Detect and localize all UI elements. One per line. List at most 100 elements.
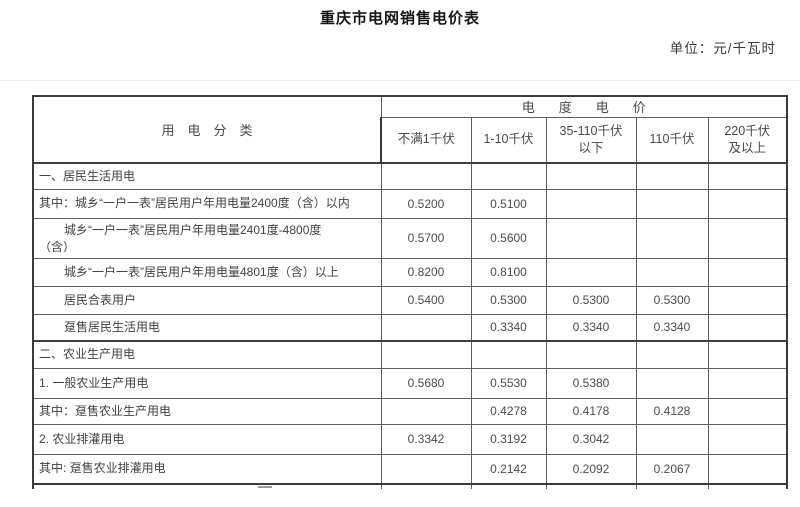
price-cell: 0.3342	[380, 423, 472, 455]
row-label: 其中：城乡“一户一表”居民用户年用电量2400度（含）以内	[39, 196, 350, 211]
price-cell: 0.3340	[635, 313, 709, 342]
table-row-section-residential: 一、居民生活用电	[32, 162, 788, 190]
price-cell	[707, 367, 788, 399]
table-row: 居民合表用户 0.5400 0.5300 0.5300 0.5300	[32, 285, 788, 315]
price-cell: 0.2067	[635, 453, 709, 485]
price-cell	[635, 257, 709, 287]
header-row-columns: 不满1千伏 1-10千伏 35-110千伏 以下 110千伏 220千伏 及以上	[33, 116, 788, 164]
price-cell: 0.5300	[470, 285, 547, 315]
partial-cell	[635, 483, 709, 489]
price-cell: 0.5400	[380, 285, 472, 315]
price-cell	[635, 217, 709, 259]
group-header: 电度电价	[380, 95, 788, 118]
header-row-group: 用电分类 电度电价	[32, 95, 788, 164]
price-cell	[635, 340, 709, 369]
column-header-line: 不满1千伏	[397, 132, 455, 147]
table-row: 其中：趸售农业生产用电 0.4278 0.4178 0.4128	[32, 397, 788, 425]
row-label-cell: 二、农业生产用电	[32, 340, 382, 369]
price-cell	[380, 453, 472, 485]
row-label: 城乡“一户一表”居民用户年用电量2401度-4800度	[64, 222, 322, 237]
row-label-cell: 趸售居民生活用电	[32, 313, 382, 342]
price-cell: 0.5300	[545, 285, 637, 315]
row-label: 其中：趸售农业生产用电	[39, 403, 172, 418]
column-header: 220千伏 及以上	[707, 116, 788, 164]
column-header: 不满1千伏	[380, 116, 472, 164]
price-cell	[545, 188, 637, 219]
row-label: 城乡“一户一表”居民用户年用电量4801度（含）以上	[64, 264, 339, 279]
table-row-section-agriculture: 二、农业生产用电	[32, 340, 788, 369]
row-label-cell: 一、居民生活用电	[32, 162, 382, 190]
row-label-line2: （含）	[39, 239, 76, 254]
price-table: 用电分类 电度电价 不满1千伏 1-10千伏 35-110千伏 以下 110千伏…	[32, 95, 788, 489]
price-cell	[707, 453, 788, 485]
row-label-cell: 居民合表用户	[32, 285, 382, 315]
price-cell: 0.5700	[380, 217, 472, 259]
price-cell	[635, 423, 709, 455]
price-cell	[635, 162, 709, 190]
column-header-line: 及以上	[728, 140, 766, 155]
page-title: 重庆市电网销售电价表	[319, 10, 480, 27]
column-header-line: 以下	[578, 140, 604, 155]
column-header-line: 110千伏	[649, 132, 695, 147]
price-cell: 0.4128	[635, 397, 709, 425]
price-cell	[380, 313, 472, 342]
table-row: 城乡“一户一表”居民用户年用电量2401度-4800度 （含） 0.5700 0.…	[32, 217, 788, 259]
price-cell: 0.8200	[380, 257, 472, 287]
table-row: 其中：城乡“一户一表”居民用户年用电量2400度（含）以内 0.5200 0.5…	[32, 188, 788, 219]
row-label-cell: 城乡“一户一表”居民用户年用电量2401度-4800度 （含）	[32, 217, 382, 259]
price-cell	[707, 257, 788, 287]
price-cell	[470, 162, 547, 190]
price-cell	[380, 340, 472, 369]
row-label: 二、农业生产用电	[39, 347, 136, 362]
column-header: 1-10千伏	[470, 116, 547, 164]
divider-line	[0, 80, 800, 81]
table-row: 2. 农业排灌用电 0.3342 0.3192 0.3042	[32, 423, 788, 455]
price-cell: 0.5100	[470, 188, 547, 219]
partial-cell	[707, 483, 788, 489]
column-header: 35-110千伏 以下	[545, 116, 637, 164]
cutoff-text-artifact	[258, 486, 272, 488]
price-cell: 0.3340	[545, 313, 637, 342]
column-header-line: 220千伏	[724, 123, 771, 138]
price-cell	[707, 217, 788, 259]
price-cell: 0.4178	[545, 397, 637, 425]
column-header-line: 1-10千伏	[483, 132, 534, 147]
price-cell	[707, 340, 788, 369]
row-label-cell: 1. 一般农业生产用电	[32, 367, 382, 399]
price-cell	[707, 313, 788, 342]
row-label: 居民合表用户	[64, 292, 137, 307]
row-label: 其中: 趸售农业排灌用电	[39, 461, 166, 476]
column-header-line: 35-110千伏	[559, 123, 623, 138]
row-label: 一、居民生活用电	[39, 168, 136, 183]
price-cell	[545, 217, 637, 259]
price-cell	[635, 367, 709, 399]
price-cell: 0.3042	[545, 423, 637, 455]
price-cell: 0.2142	[470, 453, 547, 485]
price-cell	[707, 188, 788, 219]
row-label-cell: 其中：城乡“一户一表”居民用户年用电量2400度（含）以内	[32, 188, 382, 219]
price-cell	[545, 162, 637, 190]
unit-label: 单位：元/千瓦时	[669, 41, 776, 56]
table-row: 趸售居民生活用电 0.3340 0.3340 0.3340	[32, 313, 788, 342]
price-cell	[545, 340, 637, 369]
table-row-partial-cutoff	[32, 483, 788, 489]
price-cell	[707, 162, 788, 190]
table-row: 其中: 趸售农业排灌用电 0.2142 0.2092 0.2067	[32, 453, 788, 485]
price-cell: 0.3340	[470, 313, 547, 342]
row-label-cell: 城乡“一户一表”居民用户年用电量4801度（含）以上	[32, 257, 382, 287]
price-cell: 0.2092	[545, 453, 637, 485]
row-label: 1. 一般农业生产用电	[39, 375, 149, 390]
partial-cell	[545, 483, 637, 489]
price-cell	[707, 423, 788, 455]
price-cell: 0.5300	[635, 285, 709, 315]
price-cell: 0.4278	[470, 397, 547, 425]
price-cell: 0.5380	[545, 367, 637, 399]
price-cell	[707, 285, 788, 315]
price-cell	[635, 188, 709, 219]
price-cell: 0.8100	[470, 257, 547, 287]
row-label-cell: 其中：趸售农业生产用电	[32, 397, 382, 425]
table-row: 城乡“一户一表”居民用户年用电量4801度（含）以上 0.8200 0.8100	[32, 257, 788, 287]
partial-cell	[380, 483, 472, 489]
price-cell	[707, 397, 788, 425]
price-cell: 0.5200	[380, 188, 472, 219]
